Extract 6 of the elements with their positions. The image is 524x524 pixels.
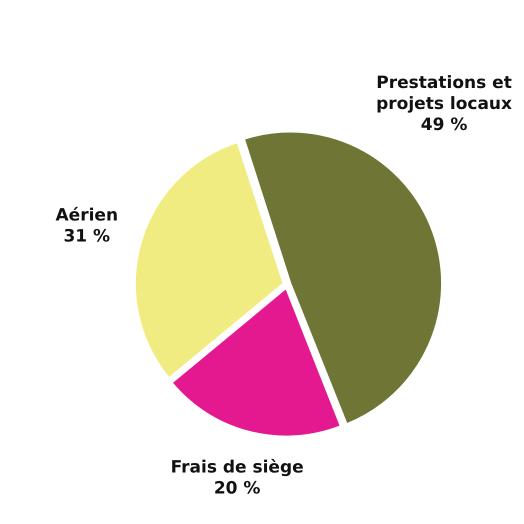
data-label: 20 % — [214, 478, 260, 499]
slice-label: Aérien — [56, 205, 118, 226]
data-label: 49 % — [420, 115, 468, 136]
slice-label: Frais de siège — [170, 458, 304, 478]
slice-label: Prestations et projets locaux — [376, 73, 512, 114]
data-label: 31 % — [63, 226, 110, 246]
